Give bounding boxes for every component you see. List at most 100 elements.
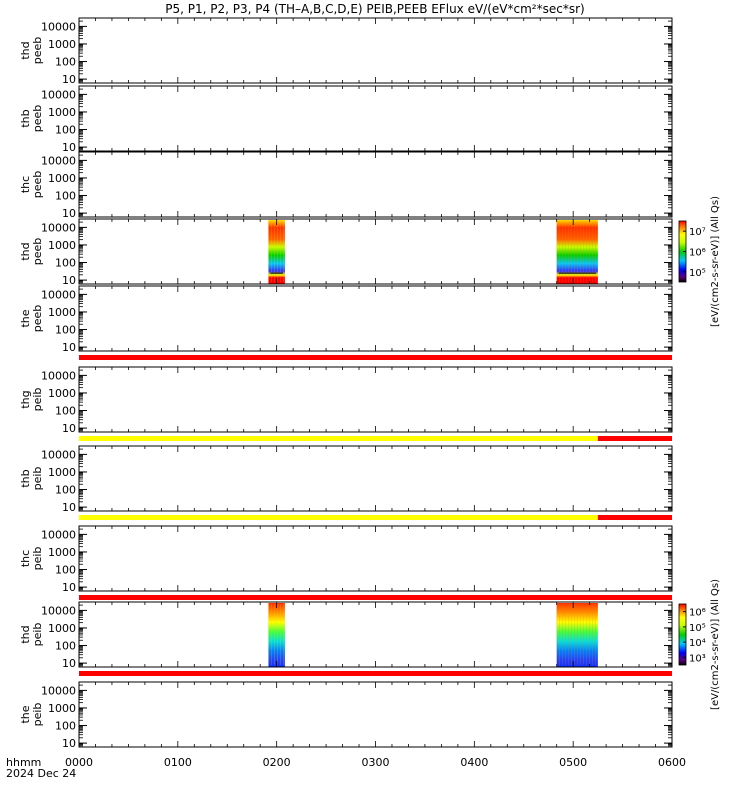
y-tick-label: 1000 — [48, 172, 76, 185]
y-tick-label: 10000 — [41, 604, 76, 617]
panel-label-product: peeb — [31, 171, 44, 199]
panel-label-probe: the — [19, 705, 32, 723]
y-tick-label: 100 — [55, 405, 76, 418]
status-bar — [79, 436, 598, 441]
colorbar-tick-label: 10⁷ — [689, 227, 706, 238]
y-tick-label: 100 — [55, 124, 76, 137]
y-tick-label: 100 — [55, 324, 76, 337]
y-tick-label: 10000 — [41, 528, 76, 541]
y-tick-label: 10 — [62, 341, 76, 354]
x-axis-label-date: 2024 Dec 24 — [6, 767, 76, 780]
chart-title: P5, P1, P2, P3, P4 (TH–A,B,C,D,E) PEIB,P… — [165, 2, 584, 16]
status-bar — [79, 595, 672, 600]
panel-frame — [78, 85, 673, 152]
panel-thg-peib: 10 100 1000 10000 thg peib — [19, 366, 673, 441]
panel-frame — [78, 681, 673, 748]
y-tick-label: 1000 — [48, 466, 76, 479]
y-tick-label: 1000 — [48, 106, 76, 119]
colorbar-tick-label: 10⁵ — [689, 268, 706, 279]
y-tick-label: 1000 — [48, 387, 76, 400]
x-tick-label: 0000 — [65, 756, 93, 769]
panel-label-probe: thc — [19, 550, 32, 567]
y-tick-label: 1000 — [48, 702, 76, 715]
panel-thd-peeb: 10 100 1000 10000 thd peeb 10⁵ 10⁶ 10⁷ [eV/(cm2-s… — [19, 196, 721, 327]
panel-frame — [78, 17, 673, 84]
y-tick-label: 10000 — [41, 20, 76, 33]
y-tick-label: 1000 — [48, 306, 76, 319]
panel-frame — [78, 445, 673, 512]
y-tick-label: 10 — [62, 737, 76, 750]
y-tick-label: 100 — [55, 190, 76, 203]
panel-label-probe: thb — [19, 469, 32, 487]
y-tick-label: 100 — [55, 257, 76, 270]
colorbar — [678, 603, 687, 666]
y-tick-label: 1000 — [48, 38, 76, 51]
panel-label-probe: thd — [19, 625, 32, 643]
panel-label-probe: thb — [19, 109, 32, 127]
x-tick-label: 0200 — [263, 756, 291, 769]
y-tick-label: 10 — [62, 274, 76, 287]
panel-label-probe: the — [19, 309, 32, 327]
y-tick-label: 100 — [55, 640, 76, 653]
y-tick-label: 10000 — [41, 684, 76, 697]
x-tick-label: 0500 — [559, 756, 587, 769]
x-tick-label: 0300 — [362, 756, 390, 769]
y-tick-label: 10000 — [41, 369, 76, 382]
panel-thb-peib: 10 100 1000 10000 thb peib — [19, 445, 673, 520]
panel-the-peib: 10 100 1000 10000 the peib — [19, 681, 673, 750]
panel-label-product: peeb — [31, 238, 44, 266]
colorbar-tick-label: 10³ — [689, 653, 706, 664]
panel-label-product: peib — [31, 467, 44, 491]
status-bar — [597, 436, 672, 441]
y-tick-label: 1000 — [48, 622, 76, 635]
y-tick-label: 10000 — [41, 88, 76, 101]
panel-label-product: peib — [31, 703, 44, 727]
panel-thb-peeb: 10 100 1000 10000 thb peeb — [19, 85, 673, 154]
panel-label-product: peeb — [31, 37, 44, 65]
y-tick-label: 10 — [62, 657, 76, 670]
status-bar — [79, 355, 672, 360]
panel-label-probe: thc — [19, 176, 32, 193]
y-tick-label: 100 — [55, 720, 76, 733]
panel-label-product: peeb — [31, 105, 44, 133]
colorbar-label: [eV/(cm2-s-sr-eV)] (All Qs) — [710, 196, 721, 327]
spectrogram-block — [556, 603, 598, 667]
panel-label-product: peib — [31, 388, 44, 412]
x-axis-label-hhmm: hhmm — [6, 756, 41, 769]
y-tick-label: 10 — [62, 422, 76, 435]
colorbar-tick-label: 10⁴ — [689, 638, 706, 649]
panel-label-probe: thg — [19, 390, 32, 408]
panel-thd-peeb: 10 100 1000 10000 thd peeb — [19, 17, 673, 86]
y-tick-label: 10 — [62, 207, 76, 220]
panel-frame — [78, 285, 673, 352]
y-tick-label: 10000 — [41, 288, 76, 301]
panel-label-probe: thd — [19, 41, 32, 59]
x-tick-label: 0100 — [164, 756, 192, 769]
colorbar-tick-label: 10⁵ — [689, 623, 706, 634]
spectrogram-block — [268, 603, 285, 667]
colorbar-tick-label: 10⁶ — [689, 608, 706, 619]
panel-label-product: peib — [31, 547, 44, 571]
y-tick-label: 10000 — [41, 221, 76, 234]
y-tick-label: 10 — [62, 73, 76, 86]
y-tick-label: 10 — [62, 581, 76, 594]
panel-frame — [78, 525, 673, 592]
x-tick-label: 0400 — [460, 756, 488, 769]
panel-the-peeb: 10 100 1000 10000 the peeb — [19, 285, 673, 360]
status-bar — [79, 671, 672, 676]
colorbar-tick-label: 10⁶ — [689, 248, 706, 259]
y-tick-label: 100 — [55, 484, 76, 497]
y-tick-label: 10 — [62, 141, 76, 154]
panel-label-probe: thd — [19, 242, 32, 260]
y-tick-label: 10 — [62, 501, 76, 514]
x-tick-label: 0600 — [658, 756, 686, 769]
status-bar — [79, 515, 598, 520]
status-bar — [597, 515, 672, 520]
spectrogram-block — [268, 220, 285, 284]
y-tick-label: 100 — [55, 564, 76, 577]
panel-thd-peib: 10 100 1000 10000 thd peib 10³ 10⁴ 10⁵ 10⁶ [eV/(cm… — [19, 579, 721, 710]
y-tick-label: 1000 — [48, 546, 76, 559]
panel-thc-peib: 10 100 1000 10000 thc peib — [19, 525, 673, 600]
